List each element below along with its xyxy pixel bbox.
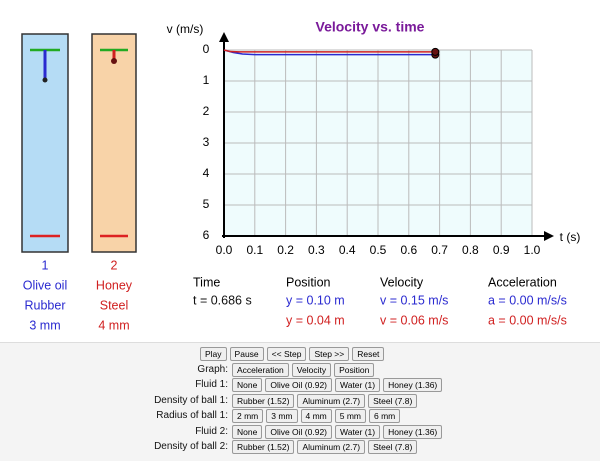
control-button[interactable]: 2 mm bbox=[232, 409, 264, 423]
button-group: None Olive Oil (0.92) Water (1) Honey (1.36… bbox=[232, 424, 443, 439]
button-group: Rubber (1.52) Aluminum (2.7) Steel (7.8) bbox=[232, 440, 418, 454]
control-button[interactable]: Rubber (1.52) bbox=[232, 440, 295, 454]
control-button[interactable]: 4 mm bbox=[300, 409, 332, 423]
x-tick-label: 0.5 bbox=[370, 243, 387, 257]
control-button[interactable]: 3 mm bbox=[266, 409, 298, 423]
tube-ball: Rubber bbox=[25, 298, 66, 312]
x-tick-label: 0.0 bbox=[216, 243, 233, 257]
control-button[interactable]: None bbox=[232, 378, 263, 392]
x-tick-label: 0.6 bbox=[400, 243, 417, 257]
control-button[interactable]: Water (1) bbox=[335, 424, 381, 439]
control-button[interactable]: Honey (1.36) bbox=[383, 424, 443, 439]
control-button[interactable]: << Step bbox=[266, 347, 307, 361]
tube-number: 2 bbox=[111, 258, 118, 272]
control-label: Radius of ball 1: bbox=[156, 410, 228, 421]
control-button[interactable]: Aluminum (2.7) bbox=[297, 393, 366, 408]
y-tick-label: 2 bbox=[203, 104, 210, 118]
control-button[interactable]: Honey (1.36) bbox=[383, 378, 443, 392]
x-tick-label: 0.4 bbox=[339, 243, 356, 257]
control-row: Graph: Acceleration Velocity Position bbox=[0, 362, 600, 378]
simulation: 1 Olive oil Rubber 3 mm 2 Honey Steel 4 … bbox=[21, 19, 581, 332]
control-row: Play Pause << Step Step >> Reset bbox=[0, 347, 600, 362]
tube-fluid: Olive oil bbox=[23, 278, 67, 292]
y-tick-label: 6 bbox=[203, 228, 210, 242]
readout-value: a = 0.00 m/s/s bbox=[488, 313, 567, 327]
x-tick-label: 0.3 bbox=[308, 243, 325, 257]
x-tick-label: 1.0 bbox=[524, 243, 541, 257]
control-row: Radius of ball 1: 2 mm 3 mm 4 mm 5 mm 6 mm bbox=[0, 409, 600, 424]
velocity-line bbox=[223, 49, 436, 53]
y-axis-label: v (m/s) bbox=[167, 22, 204, 36]
x-tick-label: 0.9 bbox=[493, 243, 510, 257]
tube-number: 1 bbox=[42, 258, 49, 272]
control-button[interactable]: Acceleration bbox=[232, 362, 289, 377]
x-tick-label: 0.7 bbox=[431, 243, 448, 257]
graph-title: Velocity vs. time bbox=[316, 19, 425, 35]
control-panel: Play Pause << Step Step >> Reset Graph: Accele… bbox=[0, 342, 600, 461]
button-group: Acceleration Velocity Position bbox=[232, 362, 375, 377]
ball bbox=[111, 58, 117, 64]
control-button[interactable]: Steel (7.8) bbox=[368, 440, 418, 454]
control-button[interactable]: Position bbox=[334, 362, 375, 377]
readout-value: y = 0.10 m bbox=[286, 293, 345, 307]
control-button[interactable]: None bbox=[232, 424, 263, 439]
x-tick-label: 0.8 bbox=[462, 243, 479, 257]
button-group: 2 mm 3 mm 4 mm 5 mm 6 mm bbox=[232, 409, 401, 423]
readout-header: Acceleration bbox=[488, 275, 557, 289]
y-tick-label: 4 bbox=[203, 166, 210, 180]
readout-value: a = 0.00 m/s/s bbox=[488, 293, 567, 307]
control-button[interactable]: Aluminum (2.7) bbox=[297, 440, 366, 454]
control-button[interactable]: Olive Oil (0.92) bbox=[265, 378, 333, 392]
control-row: Density of ball 2: Rubber (1.52) Aluminum … bbox=[0, 440, 600, 455]
control-button[interactable]: Play bbox=[200, 347, 227, 361]
tube-radius: 3 mm bbox=[29, 318, 60, 332]
x-axis-label: t (s) bbox=[560, 230, 581, 244]
arrow bbox=[544, 231, 554, 241]
x-tick-label: 0.1 bbox=[246, 243, 263, 257]
control-label: Density of ball 1: bbox=[154, 394, 228, 406]
ball bbox=[42, 77, 48, 83]
readout-header: Velocity bbox=[380, 275, 424, 289]
x-tick-label: 0.2 bbox=[277, 243, 294, 257]
control-button[interactable]: Step >> bbox=[309, 347, 350, 361]
control-button[interactable]: Water (1) bbox=[335, 378, 381, 392]
control-button[interactable]: 5 mm bbox=[334, 409, 366, 423]
control-button[interactable]: Steel (7.8) bbox=[368, 393, 418, 408]
arrow bbox=[219, 32, 229, 42]
button-group: Play Pause << Step Step >> Reset bbox=[200, 347, 385, 361]
readout-header: Time bbox=[193, 275, 220, 289]
control-label: Fluid 1: bbox=[195, 379, 228, 390]
button-group: None Olive Oil (0.92) Water (1) Honey (1.36… bbox=[232, 378, 443, 392]
tube-ball: Steel bbox=[100, 298, 129, 312]
y-tick-label: 1 bbox=[203, 73, 210, 87]
readout-value: v = 0.15 m/s bbox=[380, 293, 448, 307]
control-button[interactable]: Rubber (1.52) bbox=[232, 393, 295, 408]
control-button[interactable]: Pause bbox=[229, 347, 264, 361]
control-button[interactable]: Velocity bbox=[291, 362, 332, 377]
readout-header: Position bbox=[286, 275, 331, 289]
control-button[interactable]: Reset bbox=[352, 347, 385, 361]
tube-radius: 4 mm bbox=[98, 318, 129, 332]
button-group: Rubber (1.52) Aluminum (2.7) Steel (7.8) bbox=[232, 393, 418, 408]
control-row: Fluid 1: None Olive Oil (0.92) Water (1) Hon… bbox=[0, 378, 600, 393]
current-point bbox=[431, 47, 440, 56]
velocity-line bbox=[223, 49, 436, 56]
y-tick-label: 5 bbox=[203, 197, 210, 211]
control-row: Fluid 2: None Olive Oil (0.92) Water (1) Hon… bbox=[0, 424, 600, 440]
tube bbox=[91, 33, 137, 253]
control-button[interactable]: 6 mm bbox=[369, 409, 401, 423]
control-button[interactable]: Olive Oil (0.92) bbox=[265, 424, 333, 439]
y-tick-label: 0 bbox=[203, 42, 210, 56]
readout-value: v = 0.06 m/s bbox=[380, 313, 448, 327]
y-tick-label: 3 bbox=[203, 135, 210, 149]
control-label: Fluid 2: bbox=[195, 425, 228, 437]
readout-value: y = 0.04 m bbox=[286, 313, 345, 327]
control-label: Graph: bbox=[197, 363, 228, 375]
tube-fluid: Honey bbox=[96, 278, 133, 292]
control-row: Density of ball 1: Rubber (1.52) Aluminum … bbox=[0, 393, 600, 409]
control-label: Density of ball 2: bbox=[154, 441, 228, 452]
readout-value: t = 0.686 s bbox=[193, 293, 252, 307]
